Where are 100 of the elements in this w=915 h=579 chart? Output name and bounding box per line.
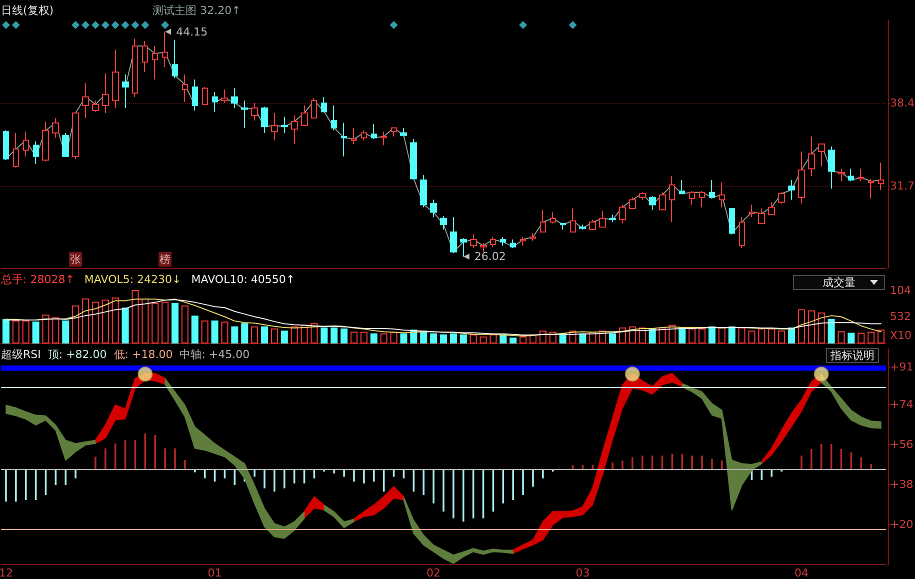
- bar: [350, 332, 358, 344]
- candlestick: [13, 132, 19, 168]
- bar: [360, 332, 368, 344]
- bar: [678, 327, 686, 344]
- candlestick: [122, 74, 129, 109]
- bar: [370, 333, 378, 344]
- x-tick-label: 01: [208, 566, 222, 579]
- button: 指标说明: [826, 348, 879, 363]
- x-tick-label: 03: [576, 566, 590, 579]
- y-tick-label: 31.7: [890, 180, 914, 193]
- point: [519, 20, 528, 29]
- candlestick: [420, 174, 427, 208]
- candlestick: [709, 179, 715, 200]
- candlestick: [371, 124, 377, 140]
- candlestick: [878, 162, 884, 190]
- bar: [648, 328, 656, 344]
- bar: [12, 320, 20, 344]
- bar: [490, 334, 497, 344]
- candlestick: [202, 86, 208, 105]
- point: [2, 20, 10, 29]
- y-tick-label: +56: [890, 438, 914, 452]
- candlestick: [669, 176, 675, 223]
- bar: [380, 333, 388, 344]
- candlestick: [560, 222, 566, 230]
- point: [72, 20, 80, 29]
- bar: [72, 306, 80, 344]
- candlestick: [579, 224, 586, 230]
- bar: [340, 328, 348, 344]
- candlestick: [788, 179, 795, 200]
- candlestick: [570, 208, 576, 233]
- candlestick: [42, 121, 49, 162]
- candlestick: [361, 130, 367, 141]
- candlestick: [659, 192, 666, 210]
- candlestick: [132, 38, 138, 98]
- candlestick: [311, 98, 317, 118]
- candlestick: [351, 127, 357, 144]
- point: [111, 20, 120, 29]
- bar: [460, 334, 467, 344]
- candlestick: [550, 212, 556, 224]
- candlestick: [391, 127, 397, 138]
- text: 测试主图 32.20↑: [152, 4, 241, 17]
- candlestick: [729, 208, 735, 236]
- candlestick: [599, 210, 606, 228]
- series-label: MAVOL10: 40550↑: [191, 273, 296, 286]
- candlestick: [212, 91, 218, 112]
- bar: [788, 327, 796, 344]
- candlestick: [172, 39, 178, 79]
- point: [121, 20, 130, 29]
- candlestick: [768, 202, 775, 216]
- x-tick-label: 04: [794, 566, 808, 579]
- candlestick: [540, 209, 546, 233]
- bar: [390, 332, 398, 344]
- candlestick: [699, 190, 705, 208]
- candlestick: [3, 130, 9, 161]
- candlestick: [609, 214, 616, 223]
- candlestick: [102, 72, 109, 114]
- x-tick-label: 12: [0, 566, 13, 579]
- bar: [520, 336, 527, 344]
- candlestick: [480, 242, 487, 252]
- candlestick: [62, 132, 69, 157]
- bar: [142, 298, 149, 344]
- candlestick: [271, 112, 278, 141]
- bar: [808, 310, 815, 344]
- candlestick: [828, 146, 835, 190]
- bar: [62, 320, 70, 344]
- bar: [92, 302, 99, 344]
- bar: [112, 297, 119, 344]
- candlestick: [400, 127, 407, 138]
- candlestick: [858, 168, 864, 182]
- bar: [738, 327, 746, 344]
- bar: [122, 308, 129, 344]
- candlestick: [530, 232, 536, 242]
- candlestick: [619, 204, 626, 224]
- candlestick: [490, 236, 496, 248]
- bar: [102, 300, 109, 344]
- bar: [162, 302, 169, 344]
- candlestick: [381, 131, 387, 146]
- point: [141, 20, 150, 29]
- candlestick: [440, 215, 447, 230]
- bar: [848, 332, 855, 344]
- point: [91, 20, 100, 29]
- bar: [241, 323, 248, 344]
- bar: [868, 332, 875, 344]
- candlestick: [301, 105, 308, 126]
- bar: [878, 330, 885, 344]
- candlestick: [719, 182, 725, 208]
- x-tick-label: 02: [426, 566, 441, 579]
- candlestick: [142, 40, 148, 73]
- bar: [708, 326, 716, 344]
- candlestick: [749, 204, 755, 218]
- candlestick: [23, 131, 29, 157]
- data-label: 榜: [160, 252, 171, 266]
- bar: [579, 333, 586, 344]
- candlestick: [808, 136, 815, 177]
- bar: [430, 333, 438, 344]
- bar: [52, 317, 60, 344]
- bar: [181, 306, 188, 344]
- candlestick: [251, 102, 258, 121]
- bar: [609, 333, 616, 344]
- bar: [658, 327, 666, 344]
